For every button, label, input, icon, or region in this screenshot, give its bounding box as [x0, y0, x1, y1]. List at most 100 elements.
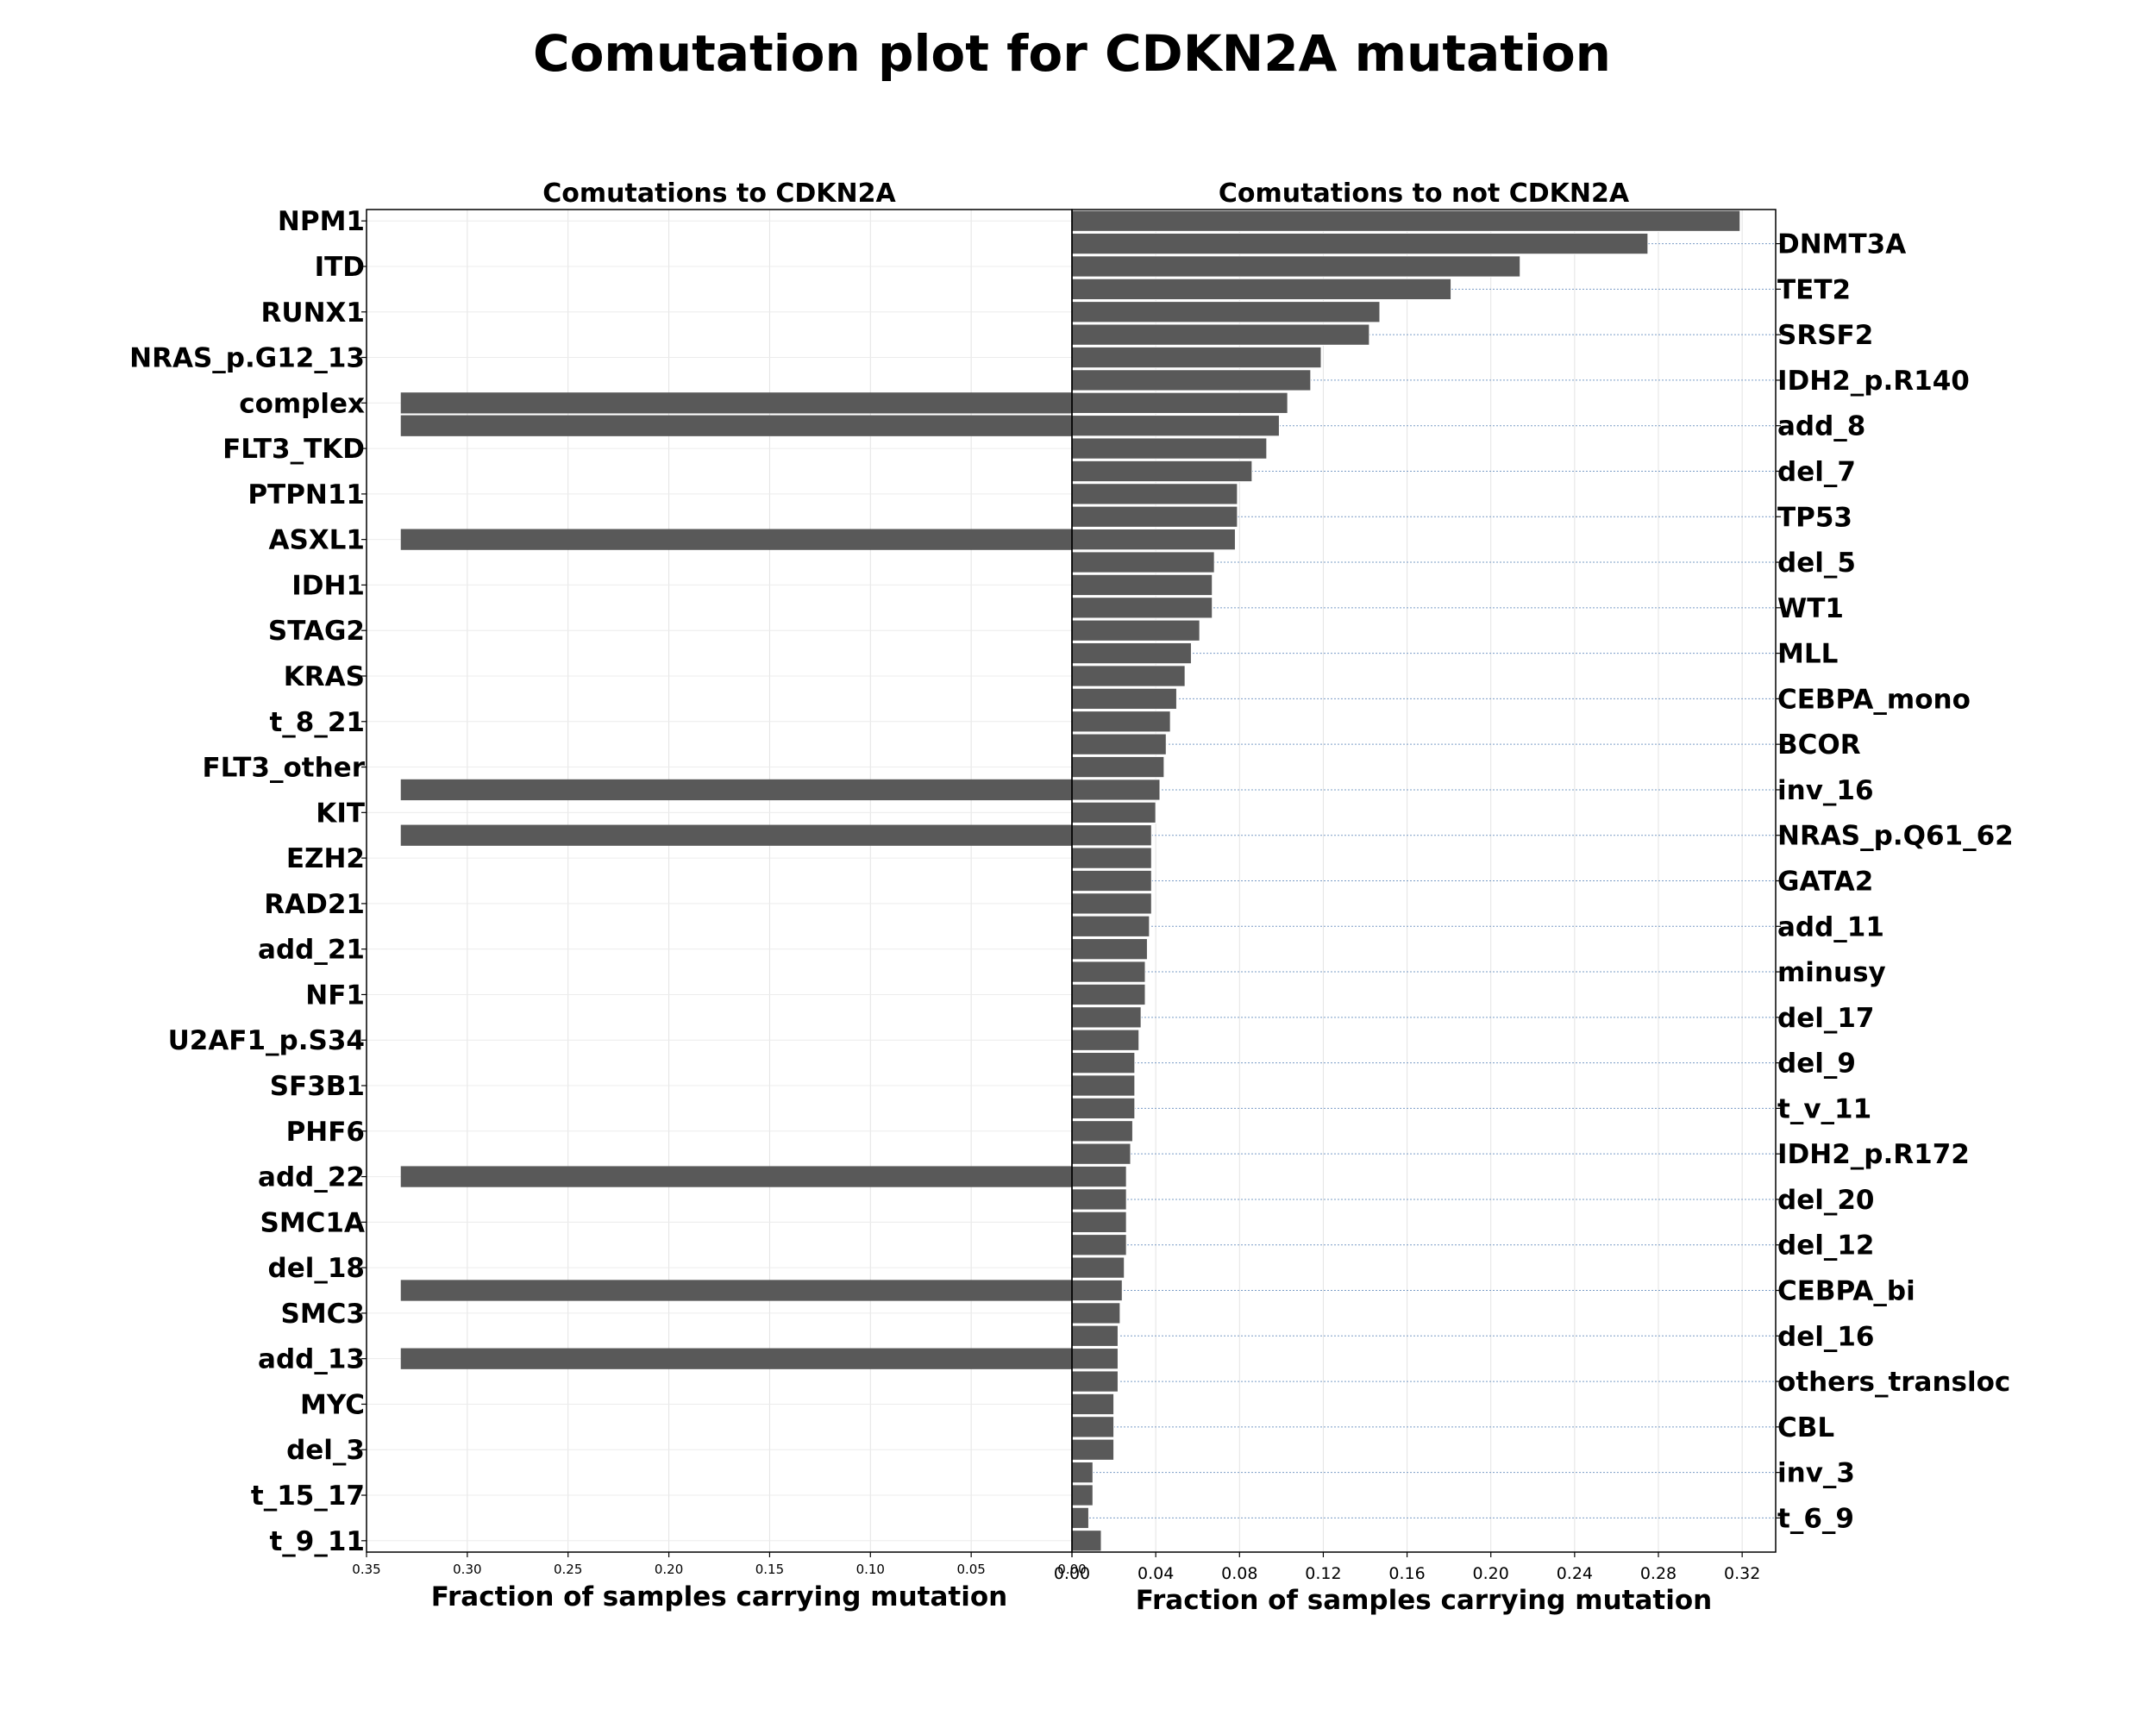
right-bar [1071, 1120, 1133, 1143]
right-ytick-label: del_9 [1777, 1049, 1856, 1080]
left-ytick-label: KRAS [284, 661, 365, 692]
left-ytick-label: ITD [315, 252, 365, 283]
right-bar [1071, 255, 1521, 278]
right-ytick-label: BCOR [1777, 729, 1861, 761]
right-ytick-label: others_transloc [1777, 1367, 2010, 1398]
right-bar [1071, 597, 1213, 619]
right-bar [1071, 301, 1381, 323]
right-ytick-label: inv_3 [1777, 1458, 1855, 1489]
right-xtick-label: 0.16 [1388, 1564, 1425, 1583]
right-xtick-label: 0.28 [1640, 1564, 1677, 1583]
right-ytick-label: del_12 [1777, 1230, 1874, 1262]
right-bar [1071, 1006, 1142, 1029]
right-ytick-label: IDH2_p.R140 [1777, 366, 1970, 397]
right-ytick-label: add_11 [1777, 911, 1884, 942]
right-ytick-label: GATA2 [1777, 867, 1873, 898]
left-ytick-label: t_8_21 [269, 707, 365, 738]
left-ytick-label: NF1 [305, 980, 365, 1011]
right-bar [1071, 1324, 1119, 1347]
right-bar [1071, 1348, 1119, 1370]
left-xaxis-label: Fraction of samples carrying mutation [431, 1581, 1007, 1612]
right-ytick-label: CEBPA_mono [1777, 684, 1971, 715]
right-xtick-label: 0.00 [1054, 1564, 1090, 1583]
right-bar [1071, 983, 1146, 1006]
left-ytick-label: STAG2 [268, 616, 365, 647]
right-xtick-label: 0.32 [1724, 1564, 1760, 1583]
right-bar [1071, 210, 1741, 232]
right-bar [1071, 869, 1152, 892]
left-ytick-label: t_15_17 [251, 1481, 365, 1512]
right-bar [1071, 824, 1152, 847]
right-bar [1071, 1484, 1094, 1506]
right-bar [1071, 892, 1152, 915]
right-xtick-label: 0.20 [1473, 1564, 1509, 1583]
left-panel-title: Comutations to CDKN2A [542, 178, 896, 209]
right-bar [1071, 1416, 1115, 1438]
right-ytick-label: del_5 [1777, 548, 1856, 579]
right-bar [1071, 1165, 1127, 1188]
left-bar [400, 529, 1072, 550]
right-bar [1071, 505, 1238, 528]
right-bar [1071, 1188, 1127, 1211]
left-ytick-label: NPM1 [278, 206, 365, 237]
right-bar [1071, 437, 1268, 460]
right-bar [1071, 1393, 1115, 1416]
left-ytick-label: EZH2 [286, 843, 365, 874]
right-bar [1071, 755, 1165, 779]
left-ytick-label: U2AF1_p.S34 [168, 1025, 365, 1056]
chart-title: Comutation plot for CDKN2A mutation [533, 24, 1611, 83]
right-bar [1071, 369, 1312, 391]
right-xtick-label: 0.12 [1305, 1564, 1341, 1583]
right-xtick-label: 0.04 [1138, 1564, 1174, 1583]
right-ytick-label: TET2 [1777, 274, 1851, 305]
right-ytick-label: SRSF2 [1777, 320, 1873, 351]
left-bar [400, 1348, 1072, 1369]
left-xtick-label: 0.30 [453, 1562, 481, 1577]
right-bar [1071, 1506, 1089, 1530]
right-bar [1071, 1143, 1131, 1165]
right-bar [1071, 687, 1177, 711]
left-ytick-label: SF3B1 [270, 1071, 365, 1102]
left-xtick-label: 0.15 [755, 1562, 784, 1577]
left-xtick-label: 0.05 [956, 1562, 985, 1577]
right-ytick-label: del_17 [1777, 1003, 1874, 1034]
right-bar [1071, 779, 1161, 801]
right-bar [1071, 1211, 1127, 1233]
left-xtick-label: 0.35 [352, 1562, 380, 1577]
right-ytick-label: del_16 [1777, 1321, 1874, 1352]
right-ytick-label: inv_16 [1777, 775, 1874, 806]
left-ytick-label: RUNX1 [261, 297, 365, 329]
left-bar [400, 824, 1072, 846]
right-bar [1071, 346, 1322, 369]
left-ytick-label: RAD21 [264, 889, 365, 920]
right-bar [1071, 1302, 1121, 1324]
left-ytick-label: KIT [316, 798, 365, 829]
right-bar [1071, 1256, 1125, 1279]
right-ytick-label: WT1 [1777, 593, 1844, 624]
right-ytick-label: NRAS_p.Q61_62 [1777, 821, 2014, 852]
right-ytick-label: CEBPA_bi [1777, 1276, 1915, 1307]
right-ytick-label: CBL [1777, 1412, 1834, 1443]
left-ytick-label: PTPN11 [248, 479, 365, 510]
right-ytick-label: t_v_11 [1777, 1093, 1871, 1124]
right-xtick-label: 0.08 [1221, 1564, 1257, 1583]
right-bar [1071, 529, 1236, 551]
left-ytick-label: add_13 [258, 1344, 365, 1375]
left-ytick-label: del_3 [286, 1435, 365, 1466]
right-bar [1071, 642, 1192, 665]
right-bar [1071, 551, 1215, 573]
right-ytick-label: TP53 [1777, 502, 1852, 533]
right-bar [1071, 1051, 1136, 1074]
left-ytick-label: complex [239, 388, 365, 419]
right-bar [1071, 1097, 1136, 1120]
right-ytick-label: minusy [1777, 957, 1886, 988]
right-bar [1071, 323, 1370, 346]
right-bar [1071, 415, 1280, 437]
right-bar [1071, 847, 1152, 869]
right-ytick-label: add_8 [1777, 411, 1865, 442]
right-panel-title: Comutations to not CDKN2A [1219, 178, 1630, 209]
right-ytick-label: del_7 [1777, 456, 1856, 487]
left-ytick-label: ASXL1 [268, 525, 365, 556]
right-bar [1071, 391, 1288, 414]
right-xtick-label: 0.24 [1557, 1564, 1593, 1583]
